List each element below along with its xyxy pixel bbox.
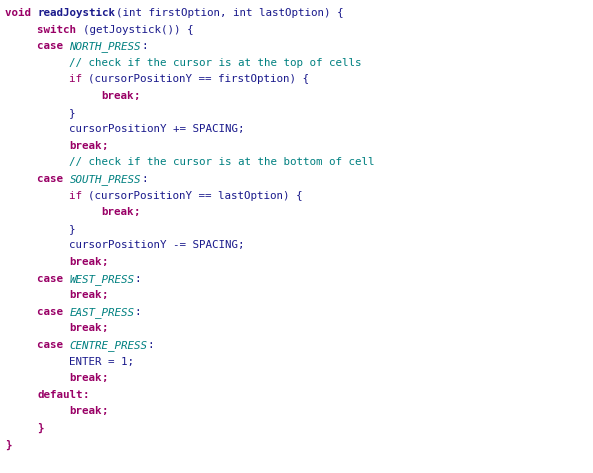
Text: break: break <box>101 207 133 217</box>
Text: :: : <box>135 307 141 317</box>
Text: EAST_PRESS: EAST_PRESS <box>69 307 135 318</box>
Text: cursorPositionY -= SPACING;: cursorPositionY -= SPACING; <box>69 240 244 250</box>
Text: ;: ; <box>101 141 108 151</box>
Text: (cursorPositionY == firstOption) {: (cursorPositionY == firstOption) { <box>88 74 310 84</box>
Text: ENTER = 1;: ENTER = 1; <box>69 357 134 367</box>
Text: void: void <box>5 8 37 18</box>
Text: break: break <box>69 141 101 151</box>
Text: NORTH_PRESS: NORTH_PRESS <box>69 41 141 52</box>
Text: // check if the cursor is at the top of cells: // check if the cursor is at the top of … <box>69 58 362 68</box>
Text: }: } <box>37 423 43 433</box>
Text: }: } <box>69 107 75 118</box>
Text: ;: ; <box>133 207 140 217</box>
Text: :: : <box>141 174 148 184</box>
Text: ;: ; <box>101 290 108 300</box>
Text: break: break <box>69 373 101 383</box>
Text: default: default <box>37 390 82 400</box>
Text: SOUTH_PRESS: SOUTH_PRESS <box>69 174 141 185</box>
Text: // check if the cursor is at the bottom of cell: // check if the cursor is at the bottom … <box>69 158 375 167</box>
Text: (cursorPositionY == lastOption) {: (cursorPositionY == lastOption) { <box>88 191 303 201</box>
Text: ;: ; <box>101 324 108 333</box>
Text: (int firstOption, int lastOption) {: (int firstOption, int lastOption) { <box>116 8 343 18</box>
Text: cursorPositionY += SPACING;: cursorPositionY += SPACING; <box>69 124 244 134</box>
Text: case: case <box>37 307 69 317</box>
Text: ;: ; <box>101 373 108 383</box>
Text: :: : <box>135 273 141 284</box>
Text: ;: ; <box>133 91 140 101</box>
Text: break: break <box>101 91 133 101</box>
Text: break: break <box>69 290 101 300</box>
Text: break: break <box>69 257 101 267</box>
Text: case: case <box>37 273 69 284</box>
Text: case: case <box>37 41 69 51</box>
Text: break: break <box>69 324 101 333</box>
Text: CENTRE_PRESS: CENTRE_PRESS <box>69 340 148 351</box>
Text: if: if <box>69 191 88 201</box>
Text: :: : <box>141 41 148 51</box>
Text: :: : <box>82 390 89 400</box>
Text: switch: switch <box>37 25 82 35</box>
Text: if: if <box>69 74 88 84</box>
Text: }: } <box>69 224 75 234</box>
Text: ;: ; <box>101 257 108 267</box>
Text: :: : <box>148 340 154 350</box>
Text: readJoystick: readJoystick <box>37 8 116 18</box>
Text: (getJoystick()) {: (getJoystick()) { <box>82 25 193 35</box>
Text: }: } <box>5 439 11 450</box>
Text: break: break <box>69 406 101 416</box>
Text: case: case <box>37 174 69 184</box>
Text: ;: ; <box>101 406 108 416</box>
Text: WEST_PRESS: WEST_PRESS <box>69 273 135 284</box>
Text: case: case <box>37 340 69 350</box>
